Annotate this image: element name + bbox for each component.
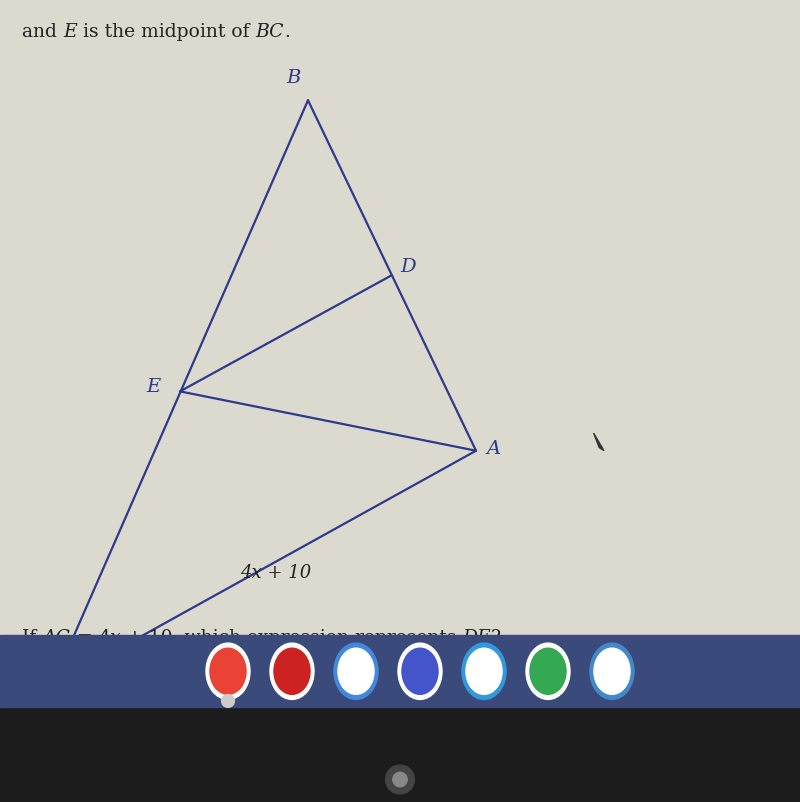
Text: ?: ?	[491, 629, 501, 646]
Text: + 10, which expression represents: + 10, which expression represents	[121, 629, 462, 646]
Bar	[0, 635, 800, 707]
Text: D: D	[400, 258, 416, 276]
Text: is the midpoint of: is the midpoint of	[77, 23, 255, 41]
Bar	[0, 707, 800, 802]
Polygon shape	[594, 433, 604, 451]
Text: AC: AC	[42, 629, 70, 646]
Ellipse shape	[466, 648, 502, 695]
Circle shape	[386, 765, 414, 794]
Ellipse shape	[274, 648, 310, 695]
Circle shape	[222, 695, 234, 707]
Text: .: .	[284, 23, 290, 41]
Ellipse shape	[402, 648, 438, 695]
Ellipse shape	[462, 643, 506, 699]
Ellipse shape	[526, 643, 570, 699]
Text: and: and	[22, 23, 63, 41]
Ellipse shape	[590, 643, 634, 699]
Text: C: C	[27, 699, 42, 717]
Text: E: E	[63, 23, 77, 41]
Ellipse shape	[338, 648, 374, 695]
Text: A: A	[486, 440, 501, 458]
Text: DE: DE	[462, 629, 491, 646]
Ellipse shape	[334, 643, 378, 699]
Text: E: E	[146, 379, 161, 396]
Text: = 4: = 4	[70, 629, 110, 646]
Ellipse shape	[270, 643, 314, 699]
Ellipse shape	[206, 643, 250, 699]
Text: 4x + 10: 4x + 10	[240, 565, 312, 582]
Text: B: B	[286, 69, 301, 87]
Text: BC: BC	[255, 23, 284, 41]
Ellipse shape	[210, 648, 246, 695]
Ellipse shape	[398, 643, 442, 699]
Circle shape	[393, 772, 407, 787]
Text: x: x	[110, 629, 121, 646]
Text: If: If	[22, 629, 42, 646]
Ellipse shape	[594, 648, 630, 695]
Ellipse shape	[530, 648, 566, 695]
